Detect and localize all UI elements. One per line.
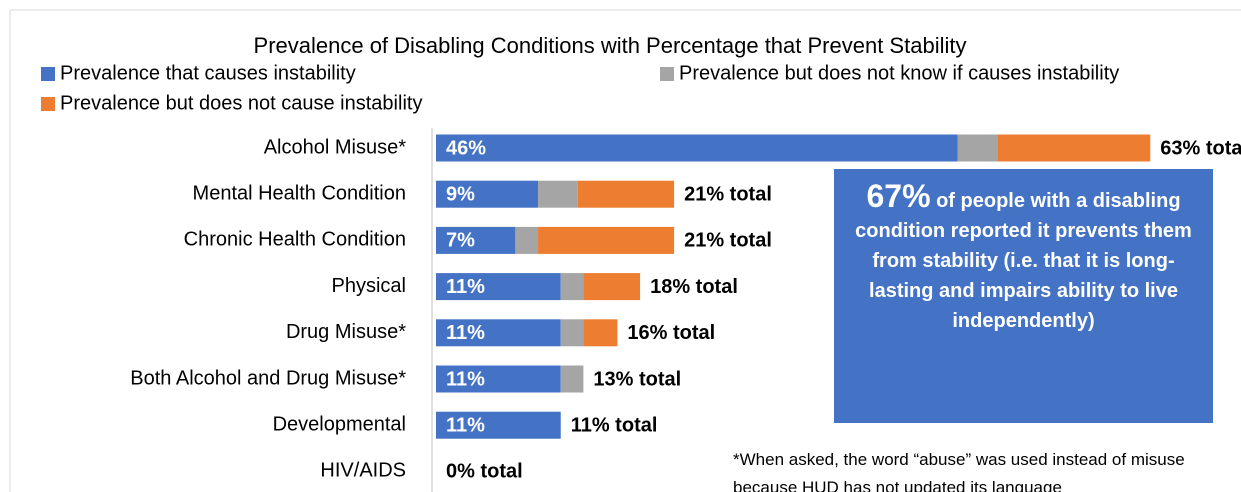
- bar-segment: [560, 365, 584, 393]
- callout: 67% of people with a disabling condition…: [834, 169, 1213, 423]
- legend-label: Prevalence that causes instability: [60, 62, 356, 84]
- bar-segment: [436, 365, 561, 393]
- bar-segment: [538, 226, 675, 254]
- total-label: 11% total: [571, 414, 658, 436]
- total-label: 21% total: [684, 230, 772, 252]
- bar-label: 11%: [446, 414, 485, 436]
- legend-label: Prevalence but does not cause instabilit…: [60, 92, 422, 114]
- bar-label: 46%: [446, 137, 486, 159]
- bar-segment: [436, 319, 561, 347]
- chart-title: Prevalence of Disabling Conditions with …: [254, 33, 967, 58]
- legend-swatch: [660, 67, 674, 81]
- bar-segment: [957, 134, 998, 162]
- bar-label: 7%: [446, 230, 475, 252]
- bar-segment: [538, 180, 578, 208]
- total-label: 63% total: [1160, 137, 1241, 159]
- bar-segment: [997, 134, 1151, 162]
- footnote: *When asked, the word “abuse” was used i…: [733, 450, 1185, 492]
- bar-label: 11%: [446, 322, 485, 344]
- callout-highlight: 67%: [866, 178, 931, 214]
- bar-segment: [436, 134, 958, 162]
- bar-segment: [560, 319, 584, 347]
- callout-box: 67% of people with a disabling condition…: [834, 169, 1213, 423]
- total-label: 21% total: [684, 183, 772, 205]
- bar-label: 11%: [446, 368, 485, 390]
- bar-segment: [436, 180, 539, 208]
- bar-label: 9%: [446, 183, 475, 205]
- bar-segment: [583, 273, 641, 301]
- bar-segment: [436, 273, 561, 301]
- legend-swatch: [41, 97, 55, 111]
- y-tick-label: Mental Health Condition: [193, 182, 406, 204]
- bar-segment: [577, 180, 675, 208]
- bar-segment: [436, 411, 561, 439]
- legend-swatch: [41, 67, 55, 81]
- y-tick-label: Drug Misuse*: [286, 321, 406, 343]
- total-label: 13% total: [593, 368, 681, 390]
- total-label: 18% total: [650, 276, 738, 298]
- y-tick-label: Both Alcohol and Drug Misuse*: [130, 367, 406, 389]
- legend-label: Prevalence but does not know if causes i…: [679, 62, 1119, 84]
- bar-label: 11%: [446, 276, 485, 298]
- y-tick-label: HIV/AIDS: [320, 460, 406, 482]
- total-label: 0% total: [446, 461, 523, 483]
- callout-text: of people with a disabling condition rep…: [855, 190, 1192, 332]
- bar-segment: [436, 226, 516, 254]
- footnote-text: *When asked, the word “abuse” was used i…: [733, 450, 1185, 492]
- y-tick-label: Developmental: [273, 413, 406, 435]
- bar-segment: [515, 226, 539, 254]
- frame: [9, 9, 1241, 492]
- bar-segment: [583, 319, 618, 347]
- y-tick-label: Physical: [332, 275, 406, 297]
- y-tick-label: Alcohol Misuse*: [264, 136, 407, 158]
- bar-segment: [560, 273, 584, 301]
- total-label: 16% total: [627, 322, 715, 344]
- y-tick-label: Chronic Health Condition: [184, 229, 406, 251]
